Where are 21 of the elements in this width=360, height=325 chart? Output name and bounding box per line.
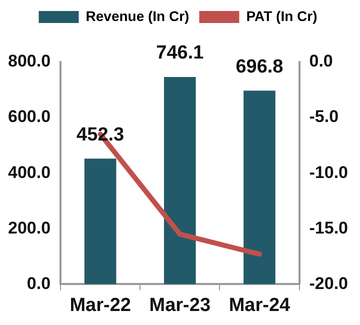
x-tick-label: Mar-23 xyxy=(149,294,211,316)
y2-tick-label: 0.0 xyxy=(309,52,333,71)
legend-label: PAT (In Cr) xyxy=(246,8,318,24)
y-tick-label: 600.0 xyxy=(8,107,51,126)
y-tick-label: 0.0 xyxy=(26,274,51,293)
data-label: 696.8 xyxy=(236,56,284,78)
y-tick-label: 800.0 xyxy=(8,52,51,71)
legend-label: Revenue (In Cr) xyxy=(86,8,190,24)
y-tick-label: 200.0 xyxy=(8,218,51,238)
bar xyxy=(164,76,196,284)
bar xyxy=(244,90,276,284)
y2-tick-label: -10.0 xyxy=(309,162,348,182)
x-tick-label: Mar-22 xyxy=(70,294,131,316)
data-label: 746.1 xyxy=(156,42,204,64)
y2-tick-label: -15.0 xyxy=(309,218,348,238)
bar xyxy=(84,158,116,284)
data-label: 452.3 xyxy=(76,124,124,146)
y-tick-label: 400.0 xyxy=(8,162,51,182)
x-tick-label: Mar-24 xyxy=(228,294,291,316)
y2-tick-label: -5.0 xyxy=(309,107,339,126)
y2-tick-label: -20.0 xyxy=(309,274,348,293)
